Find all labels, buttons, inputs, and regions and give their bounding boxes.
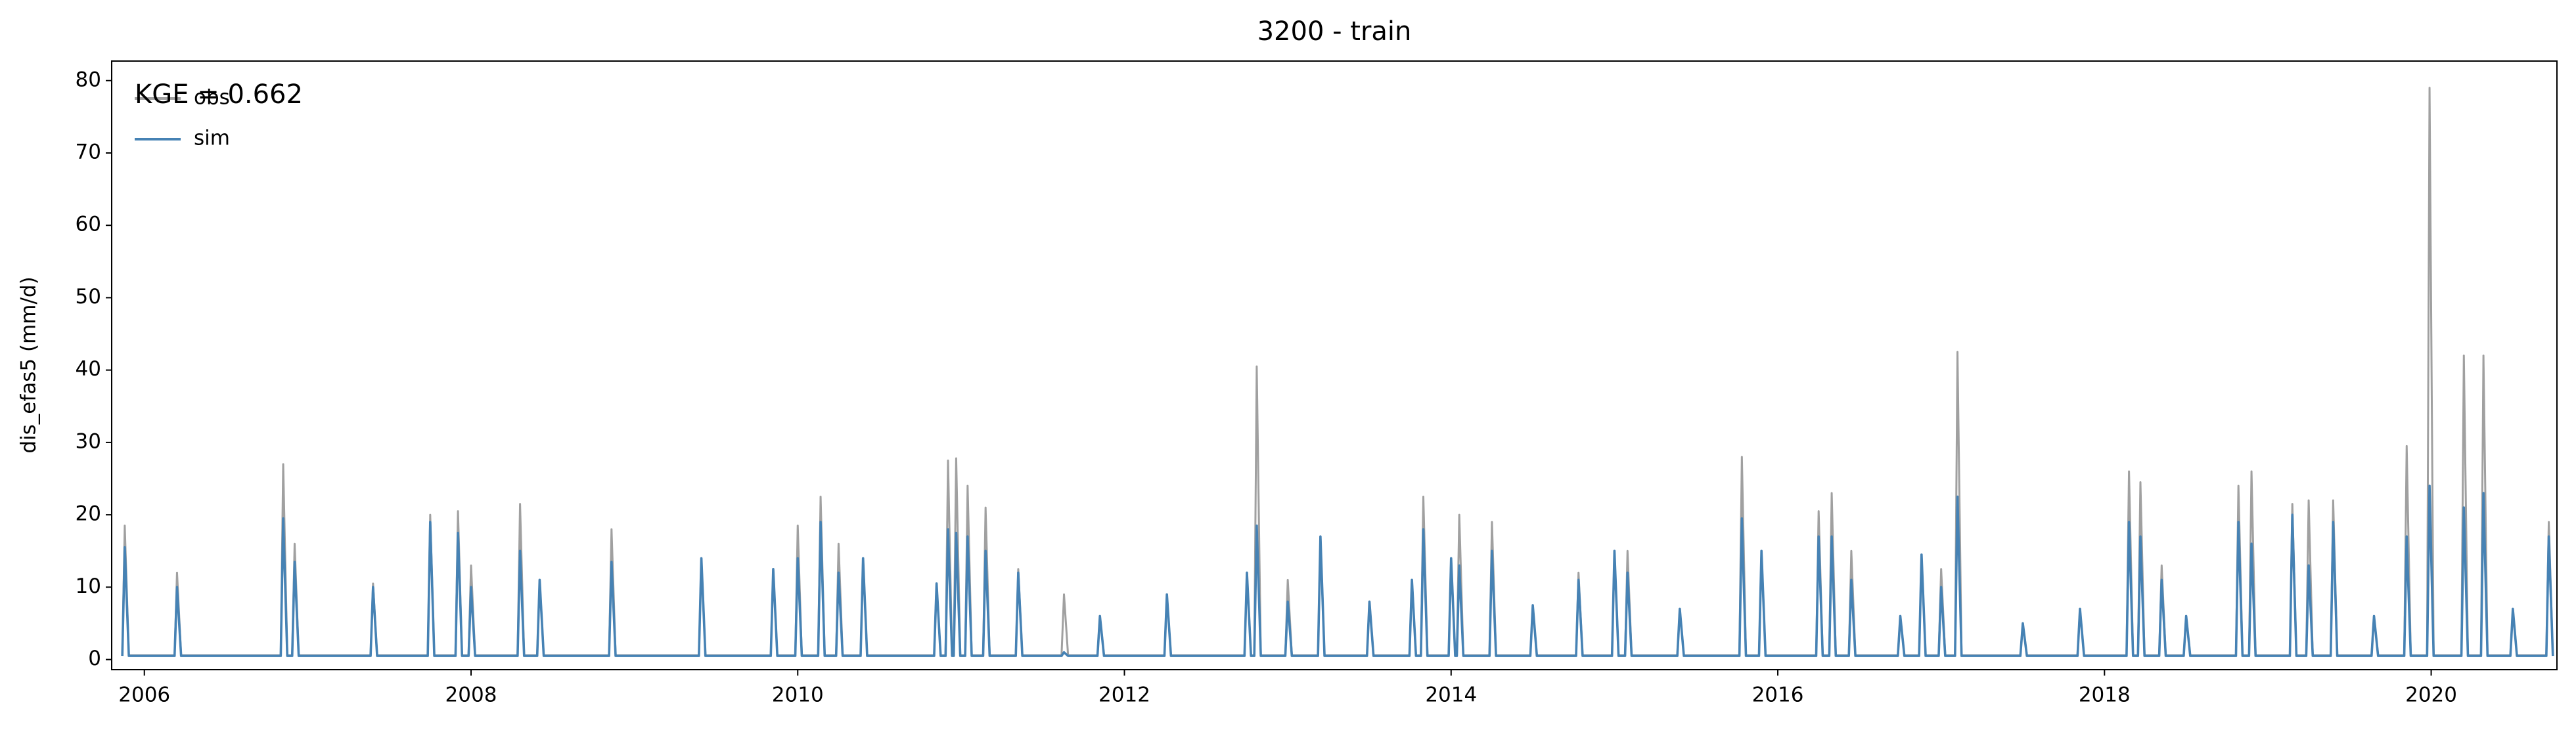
y-tick-label: 10 [76, 574, 101, 598]
y-tick-label: 40 [76, 357, 101, 381]
series-line [121, 485, 2554, 657]
plot-frame [111, 60, 2558, 670]
y-tick-label: 60 [76, 213, 101, 236]
chart-title: 3200 - train [1257, 16, 1412, 47]
y-tick-label: 0 [88, 647, 101, 670]
annotation: KGE = 0.662 [135, 79, 303, 110]
x-tick-label: 2012 [1098, 683, 1150, 707]
x-tick-label: 2020 [2405, 683, 2457, 707]
y-tick-label: 80 [76, 68, 101, 91]
x-tick-label: 2014 [1425, 683, 1477, 707]
y-tick-label: 70 [76, 140, 101, 163]
x-tick-label: 2016 [1752, 683, 1804, 707]
x-tick-label: 2010 [772, 683, 824, 707]
x-tick-label: 2018 [2079, 683, 2131, 707]
legend-label: obs [194, 86, 230, 110]
x-tick-label: 2006 [118, 683, 170, 707]
y-tick-label: 50 [76, 285, 101, 309]
y-axis-label: dis_efas5 (mm/d) [17, 276, 41, 453]
x-tick-label: 2008 [445, 683, 497, 707]
y-tick-label: 20 [76, 502, 101, 526]
y-tick-label: 30 [76, 429, 101, 453]
legend-label: sim [194, 127, 230, 150]
